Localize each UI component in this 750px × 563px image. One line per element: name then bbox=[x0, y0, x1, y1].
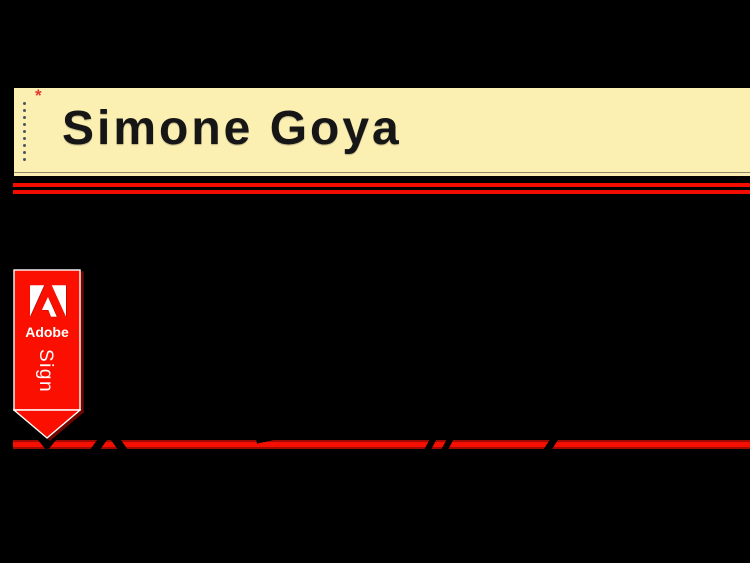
drag-dot bbox=[23, 123, 26, 126]
drag-dot bbox=[23, 116, 26, 119]
badge-tip-shadow bbox=[33, 434, 61, 451]
divider-line-bottom bbox=[13, 190, 750, 194]
drag-dot bbox=[23, 151, 26, 154]
drag-dot bbox=[23, 144, 26, 147]
drag-handle-dots-icon bbox=[23, 102, 26, 161]
required-asterisk: * bbox=[35, 86, 42, 105]
drag-dot bbox=[23, 158, 26, 161]
adobe-wordmark: Adobe bbox=[25, 324, 69, 340]
signer-name-field[interactable]: * Simone Goya bbox=[14, 86, 750, 176]
sign-product-label: Sign bbox=[35, 349, 56, 393]
divider-line-top bbox=[13, 183, 750, 187]
drag-dot bbox=[23, 130, 26, 133]
adobe-sign-ribbon: Adobe Sign bbox=[13, 269, 81, 439]
drag-dot bbox=[23, 102, 26, 105]
field-bottom-border bbox=[14, 172, 750, 173]
signature-line bbox=[13, 440, 750, 449]
signer-name-value: Simone Goya bbox=[62, 102, 402, 155]
header-divider-rule bbox=[13, 183, 750, 194]
adobe-sign-badge: Adobe Sign bbox=[13, 269, 81, 441]
badge-arrow-tip bbox=[13, 409, 81, 439]
drag-dot bbox=[23, 137, 26, 140]
drag-dot bbox=[23, 109, 26, 112]
